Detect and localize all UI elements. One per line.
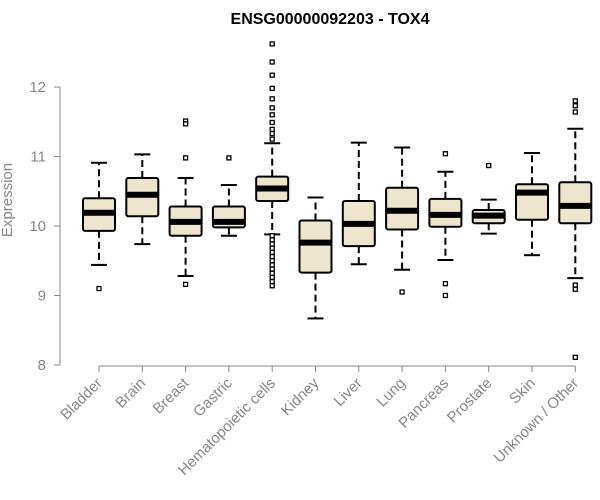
x-tick-label: Bladder (57, 375, 106, 424)
outlier-point (572, 109, 578, 115)
outlier-point (269, 274, 275, 281)
outlier-point (572, 282, 578, 288)
box-group (298, 196, 333, 320)
iqr-box (558, 181, 593, 225)
outlier-point (486, 162, 492, 169)
box-group (82, 161, 116, 292)
outlier-point (442, 281, 449, 287)
box-group (341, 141, 376, 266)
outlier-point (269, 237, 275, 243)
iqr-box (515, 183, 549, 221)
x-tick-label: Brain (112, 375, 149, 412)
outlier-point (269, 41, 275, 47)
outlier-point (269, 96, 275, 102)
box-group (385, 146, 420, 295)
box-group (428, 151, 463, 299)
outlier-point (572, 98, 578, 104)
outlier-point (182, 155, 189, 161)
outlier-point (269, 266, 275, 272)
y-tick-label: 12 (29, 79, 46, 96)
outlier-point (399, 289, 405, 295)
outlier-point (96, 285, 102, 292)
outlier-point (269, 130, 275, 137)
outlier-point (442, 151, 449, 157)
outlier-point (182, 121, 189, 127)
outlier-point (442, 292, 449, 299)
outlier-point (269, 105, 275, 111)
outlier-point (269, 283, 275, 289)
outlier-point (269, 59, 275, 65)
box-group (211, 155, 246, 237)
x-tick-label: Lung (373, 375, 409, 411)
outlier-point (269, 241, 275, 247)
x-tick-label: Skin (506, 375, 539, 408)
box-group (125, 153, 160, 246)
outlier-point (269, 126, 275, 133)
outlier-point (269, 233, 275, 239)
x-tick-label: Liver (331, 375, 366, 410)
outlier-point (269, 278, 275, 285)
box-group (168, 118, 203, 288)
chart-title: ENSG00000092203 - TOX4 (231, 11, 430, 28)
y-tick-label: 10 (29, 218, 46, 235)
y-axis-label: Expression (0, 163, 16, 237)
outlier-point (269, 136, 275, 142)
box-group (515, 152, 549, 257)
outlier-point (572, 103, 578, 109)
outlier-point (182, 281, 189, 288)
iqr-box (298, 219, 333, 274)
y-axis: 8 9 10 11 12 (29, 79, 61, 374)
x-tick-label: Breast (150, 374, 193, 417)
outlier-point (269, 72, 275, 78)
y-tick-label: 11 (30, 149, 46, 166)
outlier-point (269, 249, 275, 256)
box-series (82, 41, 593, 361)
outlier-point (269, 119, 275, 126)
outlier-point (269, 112, 275, 118)
outlier-point (269, 270, 275, 276)
box-group (558, 98, 593, 361)
outlier-point (226, 155, 232, 161)
outlier-point (572, 286, 578, 292)
outlier-point (269, 253, 275, 260)
x-tick-label: Prostate (444, 375, 496, 427)
outlier-point (269, 85, 275, 92)
box-group (255, 41, 290, 289)
outlier-point (269, 245, 275, 251)
box-group (471, 162, 506, 235)
x-tick-label: Kidney (278, 374, 323, 419)
outlier-point (269, 262, 275, 268)
y-tick-label: 8 (38, 357, 46, 374)
outlier-point (572, 354, 578, 361)
outlier-point (269, 258, 275, 264)
y-tick-label: 9 (38, 288, 46, 305)
